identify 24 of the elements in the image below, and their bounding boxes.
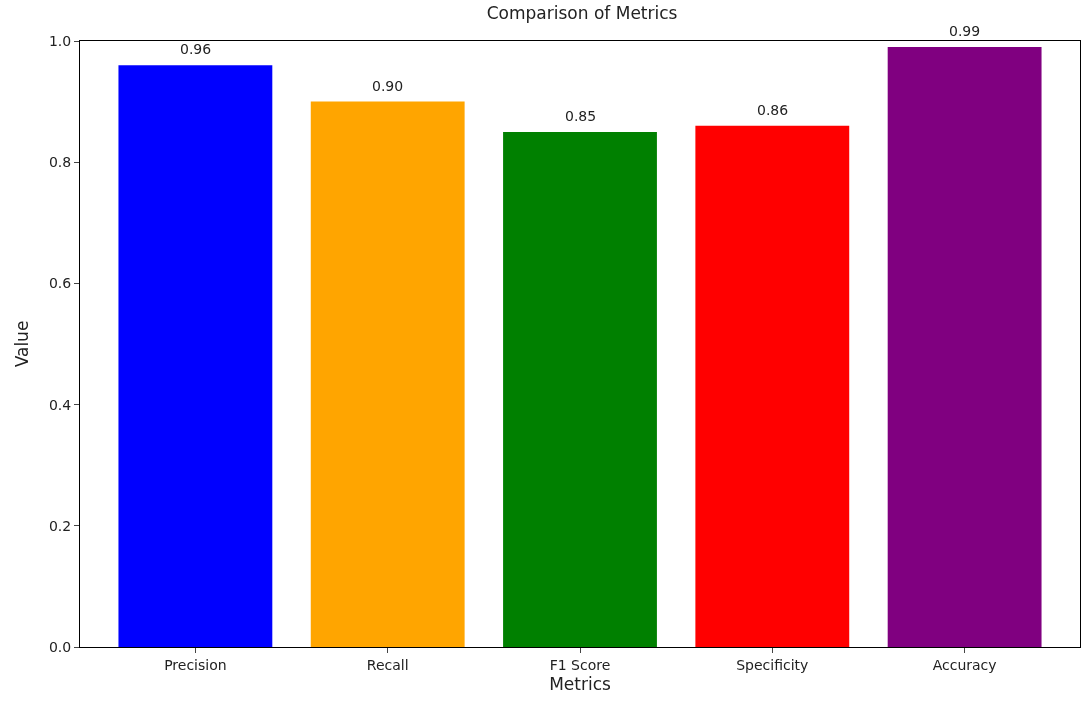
y-tick-label: 0.0 bbox=[48, 638, 72, 655]
bar bbox=[118, 65, 273, 647]
data-label: 0.86 bbox=[757, 102, 789, 118]
x-tick-label: Recall bbox=[366, 656, 409, 673]
y-tick-label: 0.8 bbox=[48, 154, 72, 171]
y-axis-title: Value bbox=[12, 320, 33, 368]
data-label: 0.96 bbox=[180, 41, 212, 57]
chart-title: Comparison of Metrics bbox=[486, 2, 678, 23]
data-label: 0.99 bbox=[949, 23, 981, 39]
x-tick-label: Specificity bbox=[736, 656, 809, 673]
bar bbox=[695, 125, 850, 647]
data-label: 0.85 bbox=[565, 108, 597, 124]
x-axis-title: Metrics bbox=[549, 674, 611, 695]
x-tick-label: F1 Score bbox=[549, 656, 611, 673]
bar bbox=[310, 101, 465, 647]
data-label: 0.90 bbox=[372, 78, 404, 94]
bar bbox=[887, 47, 1042, 647]
x-tick-label: Accuracy bbox=[932, 656, 997, 673]
bar bbox=[503, 131, 657, 647]
y-tick-label: 0.6 bbox=[48, 275, 72, 292]
x-tick-label: Precision bbox=[164, 656, 227, 673]
y-tick-label: 1.0 bbox=[48, 32, 72, 49]
y-tick-label: 0.4 bbox=[48, 396, 72, 413]
y-tick-label: 0.2 bbox=[48, 517, 72, 534]
